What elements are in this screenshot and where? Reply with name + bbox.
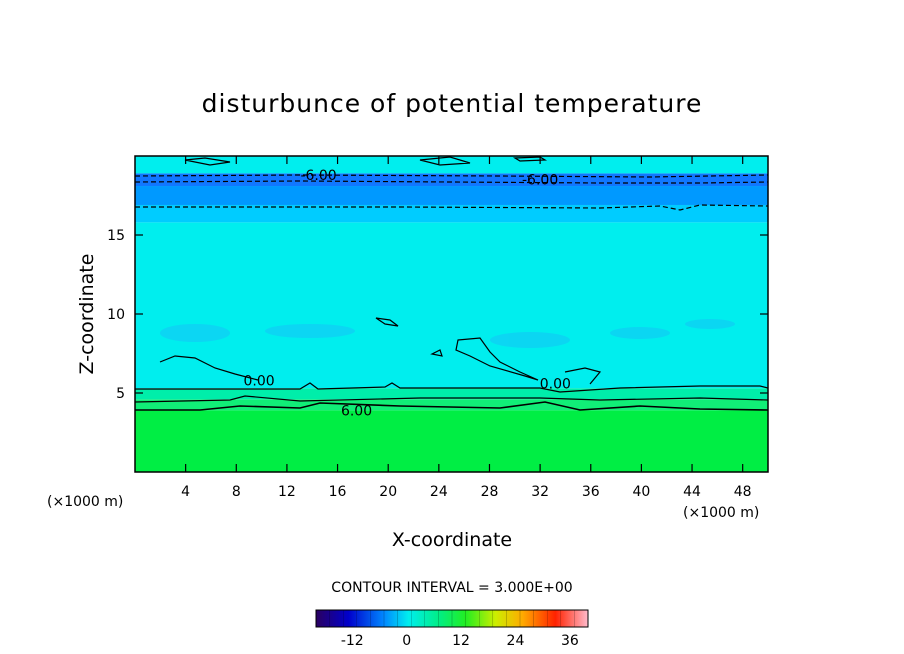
x-tick-label: 16 — [329, 484, 347, 500]
contour-label: 0.00 — [243, 373, 274, 389]
cool-patch — [610, 327, 670, 339]
contour-label: 0.00 — [540, 377, 571, 393]
contour-label: -6.00 — [522, 173, 558, 189]
temperature-band — [135, 204, 768, 223]
anomaly-patches — [160, 319, 735, 348]
temperature-band — [135, 388, 768, 400]
temperature-band — [135, 222, 768, 389]
colorbar-tick-label: 12 — [452, 633, 470, 649]
x-tick-label: 32 — [531, 484, 549, 500]
contour-label: -6.00 — [300, 168, 336, 184]
contour-line-neg9 — [135, 174, 768, 178]
plot-area — [135, 156, 768, 472]
y-axis-label: Z-coordinate — [76, 254, 98, 375]
temperature-bands — [135, 156, 768, 472]
colorbar-tick-label: 0 — [402, 633, 411, 649]
contour-line-0-wave — [159, 317, 602, 385]
cool-patch — [490, 332, 570, 348]
x-tick-label: 20 — [379, 484, 397, 500]
cool-patch — [160, 324, 230, 342]
contour-line-neg3 — [135, 204, 768, 211]
colorbar-tick-label: -12 — [341, 633, 364, 649]
x-tick-label: 4 — [181, 484, 190, 500]
temperature-band — [135, 399, 768, 411]
x-tick-label: 40 — [632, 484, 650, 500]
x-tick-label: 48 — [734, 484, 752, 500]
contour-line-0 — [135, 382, 768, 393]
x-tick-label: 24 — [430, 484, 448, 500]
x-tick-label: 36 — [582, 484, 600, 500]
contour-line-6 — [135, 401, 768, 411]
chart-title: disturbunce of potential temperature — [202, 89, 703, 118]
contour-interval-text: CONTOUR INTERVAL = 3.000E+00 — [331, 580, 572, 596]
temperature-band — [135, 186, 768, 205]
x-tick-label: 44 — [683, 484, 701, 500]
contour-lines — [135, 156, 768, 411]
y-tick-label: 15 — [107, 228, 125, 244]
contour-line-top — [184, 156, 548, 166]
temperature-band — [135, 410, 768, 472]
contour-label: 6.00 — [341, 403, 372, 419]
contour-labels: 6.00 0.00 0.00 -6.00 -6.00 — [243, 168, 570, 419]
x-axis-label: X-coordinate — [392, 529, 512, 551]
x-tick-label: 12 — [278, 484, 296, 500]
colorbar-tick-label: 24 — [507, 633, 525, 649]
x-tick-label: 8 — [232, 484, 241, 500]
x-tick-label: 28 — [481, 484, 499, 500]
colorbar-tick-label: 36 — [561, 633, 579, 649]
contour-line-neg6 — [135, 180, 768, 184]
x-unit-label: (×1000 m) — [683, 505, 759, 521]
y-tick-label: 5 — [116, 386, 125, 402]
y-tick-label: 10 — [107, 307, 125, 323]
colorbar-ticks: -12 0 12 24 36 — [315, 610, 589, 649]
cool-patch — [685, 319, 735, 329]
contour-line-3 — [135, 395, 768, 403]
cool-patch — [265, 324, 355, 338]
z-unit-label: (×1000 m) — [47, 494, 123, 510]
